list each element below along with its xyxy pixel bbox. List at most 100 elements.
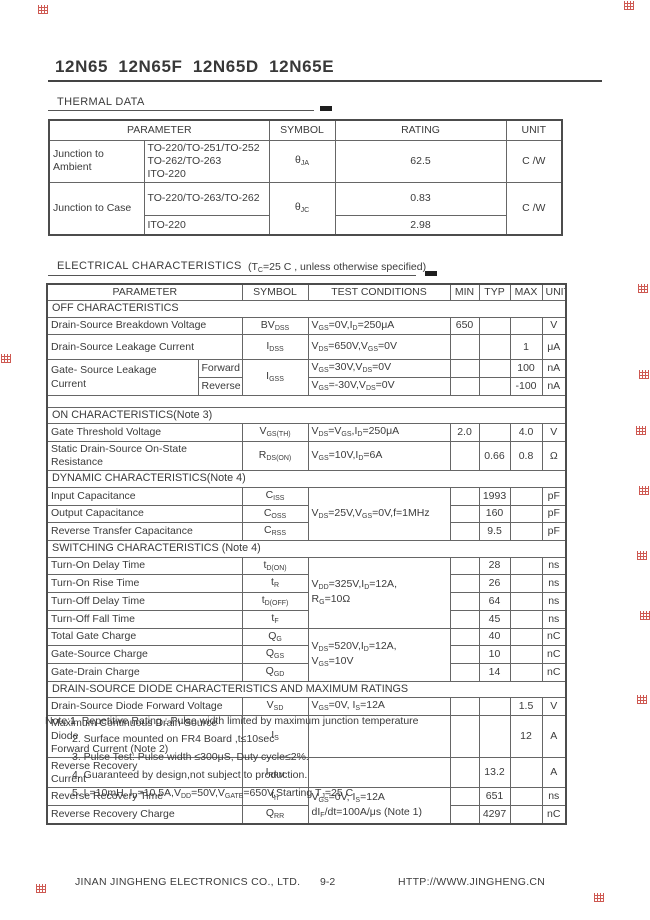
- max-cell: [509, 609, 543, 629]
- page-title: 12N65 12N65F 12N65D 12N65E: [55, 57, 335, 76]
- param-cell: Drain-Source Breakdown Voltage: [46, 316, 243, 336]
- max-cell: [509, 574, 543, 594]
- note-line: 5. L=10mH, ID=10.5A,VDD=50V,VGATE=650V,S…: [72, 787, 354, 800]
- min-cell: 650: [449, 316, 480, 336]
- typ-cell: 13.2: [478, 757, 511, 789]
- table-row: Turn-On Delay Time tD(ON) VDD=325V,ID=12…: [46, 556, 567, 629]
- red-stamp-icon: [638, 284, 648, 293]
- table-header-row: PARAMETER SYMBOL RATING UNIT: [48, 119, 563, 141]
- table-row: Reverse Recovery Charge QRR 4297 nC: [46, 805, 567, 825]
- thermal-underline: [48, 110, 314, 111]
- cond-cell: VGS=0V, IS=12A: [307, 697, 451, 717]
- rating-cell: 0.83: [334, 181, 507, 216]
- max-cell: [509, 757, 543, 789]
- section-row: SWITCHING CHARACTERISTICS (Note 4): [46, 540, 567, 558]
- table-row: Junction to Case TO-220/TO-263/TO-262 θJ…: [48, 181, 563, 236]
- param-cell: Reverse Transfer Capacitance: [46, 522, 243, 542]
- max-cell: [509, 805, 543, 825]
- min-cell: [449, 715, 480, 759]
- note-line: 4. Guaranteed by design,not subject to p…: [72, 769, 308, 781]
- param-cell: Reverse Recovery Current: [46, 757, 243, 789]
- min-cell: [449, 805, 480, 825]
- max-cell: [509, 522, 543, 542]
- typ-cell: 651: [478, 787, 511, 807]
- param-cell: Static Drain-Source On-State Resistance: [46, 441, 243, 472]
- max-cell: [509, 486, 543, 506]
- max-cell: [509, 316, 543, 336]
- cond-cell: VGS=0V,ID=250μA: [307, 316, 451, 336]
- notes-block: Note:1. Repetitive Rating : Pulse width …: [45, 712, 419, 806]
- cond-cell: VDS=VGS,ID=250μA: [307, 423, 451, 443]
- symbol-cell: QG: [241, 627, 309, 647]
- typ-cell: 40: [478, 627, 511, 647]
- col-typ: TYP: [478, 283, 511, 302]
- electrical-table: PARAMETER SYMBOL TEST CONDITIONS MIN TYP…: [46, 283, 568, 825]
- symbol-cell: IS: [241, 715, 309, 759]
- symbol-cell: tF: [241, 609, 309, 629]
- red-stamp-icon: [636, 426, 646, 435]
- red-stamp-icon: [637, 695, 647, 704]
- typ-cell: 10: [478, 645, 511, 665]
- unit-cell: C /W: [505, 139, 563, 183]
- typ-cell: 160: [478, 504, 511, 524]
- cond-cell: VDS=25V,VGS=0V,f=1MHz: [307, 486, 451, 542]
- thermal-table: PARAMETER SYMBOL RATING UNIT Junction to…: [48, 119, 564, 237]
- unit-cell: V: [541, 697, 567, 717]
- param-cell: Gate-Drain Charge: [46, 663, 243, 682]
- max-cell: [509, 663, 543, 682]
- typ-cell: [478, 715, 511, 759]
- typ-cell: 14: [478, 663, 511, 682]
- col-parameter: PARAMETER: [48, 119, 270, 141]
- unit-cell: C /W: [505, 181, 563, 236]
- param-cell: Gate Threshold Voltage: [46, 423, 243, 443]
- typ-cell: 64: [478, 592, 511, 611]
- min-cell: [449, 757, 480, 789]
- max-cell: [509, 504, 543, 524]
- red-stamp-icon: [594, 893, 604, 902]
- max-cell: 1.5: [509, 697, 543, 717]
- symbol-cell: CRSS: [241, 522, 309, 542]
- table-row: Junction to Ambient TO-220/TO-251/TO-252…: [48, 139, 563, 183]
- typ-cell: 45: [478, 609, 511, 629]
- direction-cell: Forward: [197, 359, 243, 379]
- typ-cell: [478, 697, 511, 717]
- max-cell: [509, 645, 543, 665]
- unit-cell: nC: [541, 627, 567, 647]
- col-symbol: SYMBOL: [268, 119, 336, 141]
- typ-cell: [478, 359, 511, 379]
- col-test-conditions: TEST CONDITIONS: [307, 283, 451, 302]
- title-rule: [48, 80, 602, 82]
- unit-cell: ns: [541, 556, 567, 576]
- unit-cell: V: [541, 423, 567, 443]
- col-parameter: PARAMETER: [46, 283, 243, 302]
- footer-company: JINAN JINGHENG ELECTRONICS CO., LTD.: [75, 876, 301, 888]
- table-row: Total Gate Charge QG VDS=520V,ID=12A, VGS…: [46, 627, 567, 682]
- max-cell: [509, 787, 543, 807]
- max-cell: 12: [509, 715, 543, 759]
- table-row: Turn-On Rise Time tR 26 ns: [46, 574, 567, 594]
- unit-cell: ns: [541, 592, 567, 611]
- table-row: ITO-220 2.98: [49, 214, 562, 236]
- table-row: Reverse Recovery Time trr VGS=0V, IS=12A…: [46, 787, 567, 825]
- unit-cell: μA: [541, 334, 567, 361]
- param-cell: Output Capacitance: [46, 504, 243, 524]
- min-cell: [449, 334, 480, 361]
- min-cell: [449, 441, 480, 472]
- table-header-row: PARAMETER SYMBOL TEST CONDITIONS MIN TYP…: [46, 283, 567, 302]
- min-cell: [449, 504, 480, 524]
- symbol-cell: CISS: [241, 486, 309, 506]
- footer-website: HTTP://WWW.JINGHENG.CN: [398, 876, 546, 888]
- red-stamp-icon: [637, 551, 647, 560]
- typ-cell: [478, 334, 511, 361]
- cond-cell: VGS=10V,ID=6A: [307, 441, 451, 472]
- typ-cell: 1993: [478, 486, 511, 506]
- unit-cell: A: [541, 757, 567, 789]
- typ-cell: 26: [478, 574, 511, 594]
- unit-cell: ns: [541, 574, 567, 594]
- typ-cell: [478, 423, 511, 443]
- unit-cell: nA: [541, 359, 567, 379]
- symbol-cell: tD(OFF): [241, 592, 309, 611]
- min-cell: [449, 522, 480, 542]
- symbol-cell: VGS(TH): [241, 423, 309, 443]
- section-row: DRAIN-SOURCE DIODE CHARACTERISTICS AND M…: [46, 680, 567, 699]
